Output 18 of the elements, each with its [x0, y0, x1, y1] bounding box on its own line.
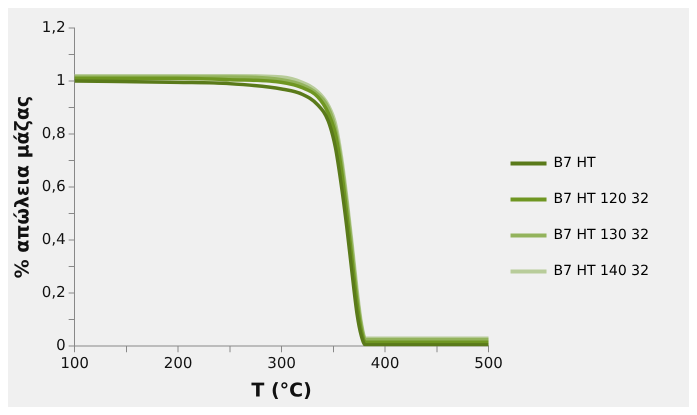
y-tick-label: 0 — [56, 336, 66, 354]
legend-label: B7 HT 140 32 — [554, 263, 650, 280]
x-tick-label: 400 — [370, 354, 400, 372]
y-tick-label: 1 — [56, 70, 66, 89]
y-axis-title: % απώλεια μάζας — [11, 96, 34, 278]
y-tick-label: 0,6 — [42, 176, 66, 195]
legend-label: B7 HT 120 32 — [554, 191, 650, 208]
x-tick-label: 500 — [474, 354, 503, 372]
x-tick-label: 300 — [267, 354, 296, 372]
y-tick-label: 0,8 — [42, 124, 66, 142]
x-tick-label: 200 — [164, 354, 192, 372]
y-tick-label: 0,4 — [42, 230, 66, 248]
x-axis-title: T (°C) — [251, 380, 312, 402]
y-tick-label: 1,2 — [42, 18, 66, 36]
legend-label: B7 HT — [554, 155, 596, 172]
y-tick-label: 0,2 — [42, 283, 66, 302]
legend-label: B7 HT 130 32 — [554, 227, 650, 244]
x-tick-label: 100 — [60, 354, 89, 372]
